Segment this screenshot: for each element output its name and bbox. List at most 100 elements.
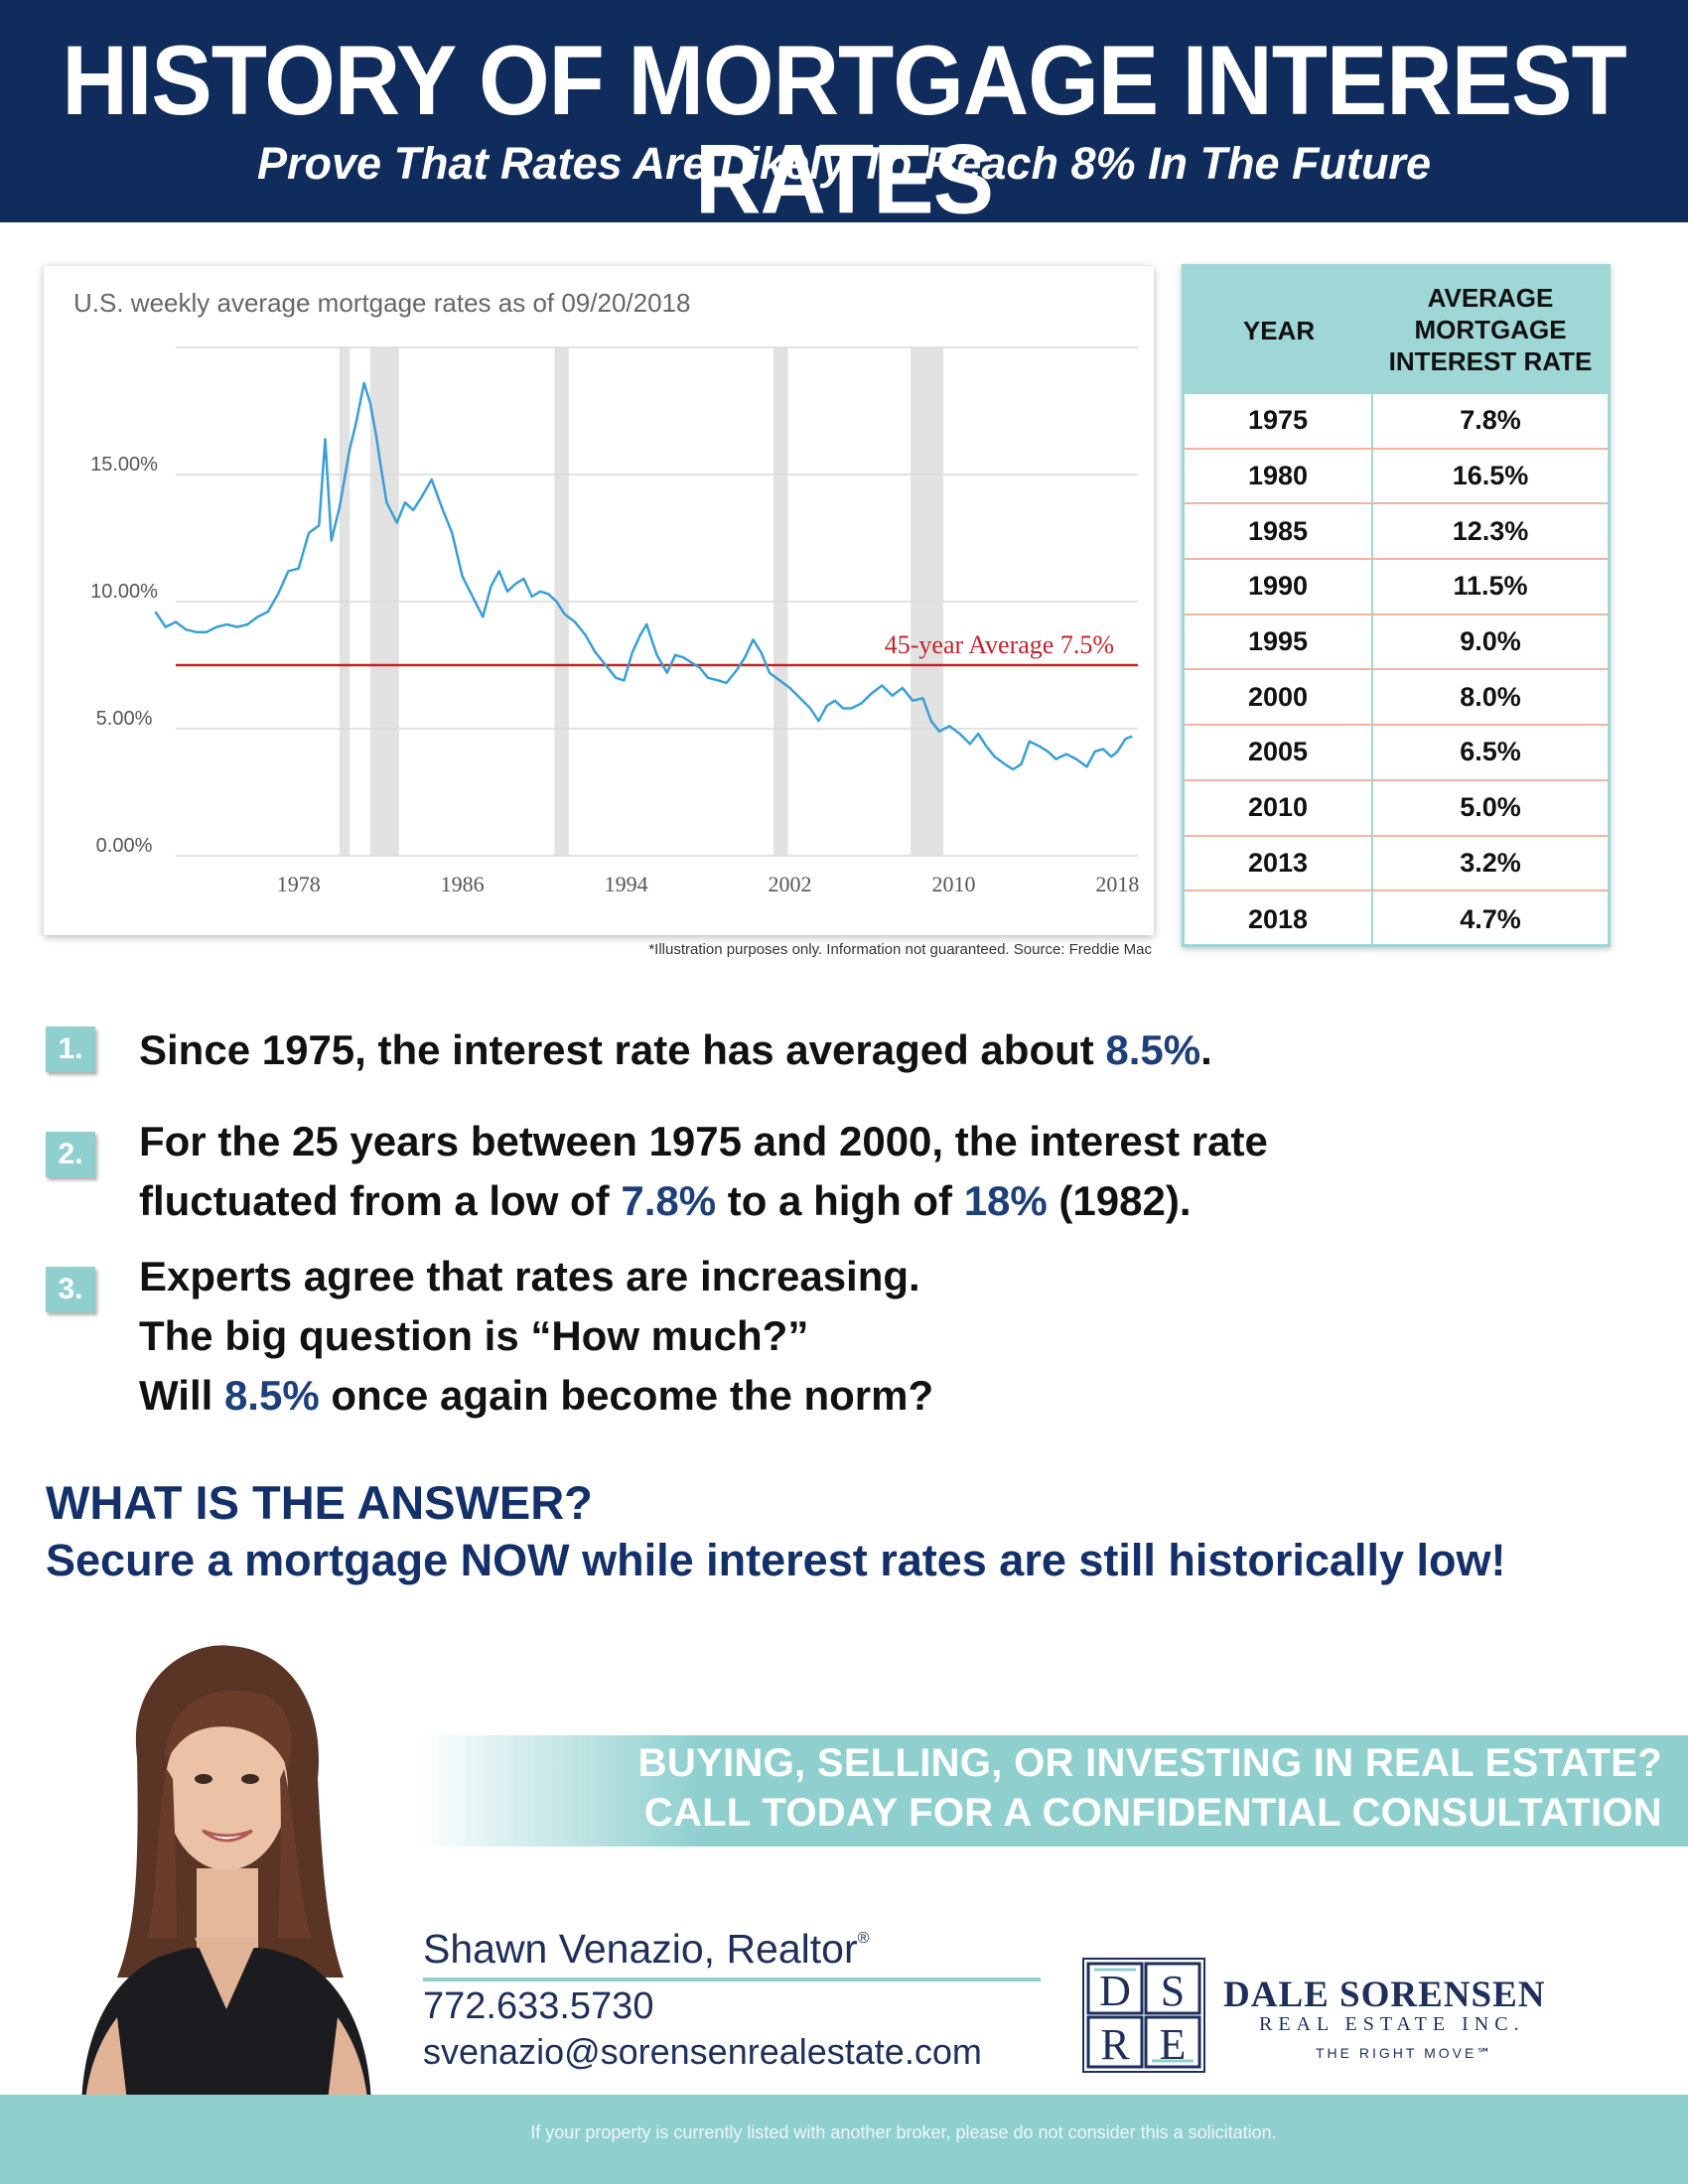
- logo-letter: E: [1160, 2020, 1187, 2069]
- rate-cell: 3.2%: [1460, 847, 1521, 878]
- brand-subtitle: REAL ESTATE INC.: [1259, 2013, 1525, 2035]
- page-subtitle: Prove That Rates Are Likely To Reach 8% …: [257, 138, 1431, 189]
- header-rate-line: AVERAGE: [1427, 283, 1554, 314]
- answer-question: WHAT IS THE ANSWER?: [46, 1476, 593, 1529]
- point-text-part: Will: [139, 1372, 224, 1419]
- registered-mark: ®: [857, 1930, 870, 1947]
- number-badge: 3.: [46, 1267, 95, 1312]
- year-cell: 1990: [1185, 560, 1373, 614]
- x-tick-label: 1986: [441, 872, 485, 896]
- x-tick-label: 2010: [931, 872, 975, 896]
- chart-title: U.S. weekly average mortgage rates as of…: [73, 288, 690, 318]
- agent-email[interactable]: svenazio@sorensenrealestate.com: [423, 2031, 982, 2072]
- y-tick-label: 0.00%: [96, 835, 153, 857]
- average-line-label: 45-year Average 7.5%: [885, 630, 1114, 659]
- logo-letter: D: [1099, 1967, 1131, 2015]
- logo-letter: S: [1161, 1967, 1185, 2015]
- rate-cell: 12.3%: [1452, 515, 1529, 546]
- point-text-line: Will 8.5% once again become the norm?: [139, 1366, 1529, 1426]
- agent-name-text: Shawn Venazio, Realtor: [423, 1926, 858, 1972]
- table-header: YEAR AVERAGE MORTGAGE INTEREST RATE: [1185, 267, 1608, 394]
- y-tick-label: 5.00%: [96, 708, 153, 730]
- highlight-value: 8.5%: [1105, 1026, 1201, 1073]
- point-text-part: fluctuated from a low of: [139, 1177, 622, 1224]
- point-3-text: Experts agree that rates are increasing.…: [139, 1247, 1529, 1426]
- table-row: 2000 8.0%: [1185, 670, 1608, 727]
- page-title: HISTORY OF MORTGAGE INTEREST RATES: [62, 26, 1626, 235]
- rate-cell: 7.8%: [1460, 405, 1521, 436]
- cta-line-2: CALL TODAY FOR A CONFIDENTIAL CONSULTATI…: [643, 1791, 1662, 1835]
- agent-divider: [423, 1978, 1041, 1981]
- x-tick-label: 1994: [605, 872, 648, 896]
- point-text-line: The big question is “How much?”: [139, 1312, 809, 1359]
- year-cell: 1985: [1185, 504, 1373, 559]
- header-rate-line: MORTGAGE: [1414, 315, 1567, 345]
- header-banner: HISTORY OF MORTGAGE INTEREST RATES Prove…: [0, 0, 1688, 229]
- header-rate-line: INTEREST RATE: [1388, 345, 1593, 376]
- rate-chart-panel: U.S. weekly average mortgage rates as of…: [44, 266, 1154, 935]
- rate-cell: 9.0%: [1460, 626, 1521, 657]
- table-row: 1975 7.8%: [1185, 394, 1608, 450]
- highlight-value: 8.5%: [223, 1372, 320, 1419]
- rate-chart: U.S. weekly average mortgage rates as of…: [73, 288, 1139, 896]
- brand-tagline: THE RIGHT MOVE℠: [1316, 2045, 1494, 2061]
- footer-bar: [0, 2095, 1688, 2184]
- number-badge: 2.: [46, 1132, 95, 1177]
- chart-source-note: *Illustration purposes only. Information…: [648, 941, 1152, 958]
- cta-line-1: BUYING, SELLING, OR INVESTING IN REAL ES…: [637, 1741, 1662, 1785]
- point-text-part: once again become the norm?: [319, 1372, 934, 1419]
- year-cell: 1995: [1185, 614, 1373, 669]
- dsre-logo-icon: D S R E: [1082, 1958, 1205, 2073]
- table-body: 1975 7.8% 1980 16.5% 1985 12.3% 1990 11.5% 1…: [1185, 394, 1608, 947]
- year-cell: 2013: [1185, 836, 1373, 890]
- logo-letter: R: [1100, 2020, 1130, 2069]
- table-row: 1980 16.5%: [1185, 449, 1608, 505]
- point-1-text: Since 1975, the interest rate has averag…: [139, 1021, 1529, 1080]
- y-tick-label: 15.00%: [90, 454, 158, 476]
- answer-statement: Secure a mortgage NOW while interest rat…: [46, 1535, 1506, 1585]
- rate-cell: 8.0%: [1460, 681, 1521, 712]
- brand-name: DALE SORENSEN: [1223, 1975, 1546, 2015]
- highlight-value: 7.8%: [621, 1177, 717, 1224]
- x-tick-label: 2018: [1095, 872, 1139, 896]
- year-cell: 2005: [1185, 726, 1373, 779]
- header-year: YEAR: [1242, 315, 1316, 345]
- number-badge: 1.: [46, 1026, 95, 1072]
- table-row: 2013 3.2%: [1185, 836, 1608, 892]
- y-tick-label: 10.00%: [90, 581, 158, 603]
- table-row: 1995 9.0%: [1185, 614, 1608, 671]
- agent-name: Shawn Venazio, Realtor®: [423, 1926, 869, 1973]
- rate-cell: 4.7%: [1460, 903, 1521, 934]
- table-row: 1990 11.5%: [1185, 560, 1608, 615]
- cta-banner: BUYING, SELLING, OR INVESTING IN REAL ES…: [417, 1735, 1688, 1846]
- year-cell: 2000: [1185, 670, 1373, 725]
- table-row: 2018 4.7%: [1185, 891, 1608, 947]
- point-text-line: For the 25 years between 1975 and 2000, …: [139, 1118, 1268, 1164]
- footer-disclaimer: If your property is currently listed wit…: [530, 2122, 1277, 2142]
- year-cell: 2010: [1185, 780, 1373, 835]
- point-text-part: .: [1200, 1026, 1212, 1073]
- rate-table: YEAR AVERAGE MORTGAGE INTEREST RATE 1975…: [1182, 264, 1611, 947]
- year-cell: 1980: [1185, 449, 1373, 503]
- point-text-part: (1982).: [1047, 1177, 1192, 1224]
- highlight-value: 18%: [963, 1177, 1048, 1224]
- point-2-text: For the 25 years between 1975 and 2000, …: [139, 1112, 1529, 1231]
- table-row: 2010 5.0%: [1185, 780, 1608, 837]
- rate-series-line: [154, 381, 1133, 771]
- rate-cell: 6.5%: [1460, 737, 1521, 767]
- rate-cell: 16.5%: [1452, 461, 1529, 491]
- rate-cell: 5.0%: [1460, 792, 1521, 823]
- point-text-part: to a high of: [716, 1177, 964, 1224]
- header-rate: AVERAGE MORTGAGE INTEREST RATE: [1373, 267, 1608, 394]
- point-text-line: fluctuated from a low of 7.8% to a high …: [139, 1171, 1529, 1231]
- year-cell: 2018: [1185, 891, 1373, 947]
- point-text-line: Experts agree that rates are increasing.: [139, 1253, 920, 1299]
- point-text-part: Since 1975, the interest rate has averag…: [139, 1026, 1106, 1073]
- x-tick-label: 2002: [769, 872, 812, 896]
- x-tick-label: 1978: [277, 872, 321, 896]
- rate-cell: 11.5%: [1453, 571, 1528, 602]
- table-row: 2005 6.5%: [1185, 726, 1608, 781]
- year-cell: 1975: [1185, 394, 1373, 448]
- table-row: 1985 12.3%: [1185, 504, 1608, 561]
- agent-phone[interactable]: 772.633.5730: [423, 1985, 654, 2027]
